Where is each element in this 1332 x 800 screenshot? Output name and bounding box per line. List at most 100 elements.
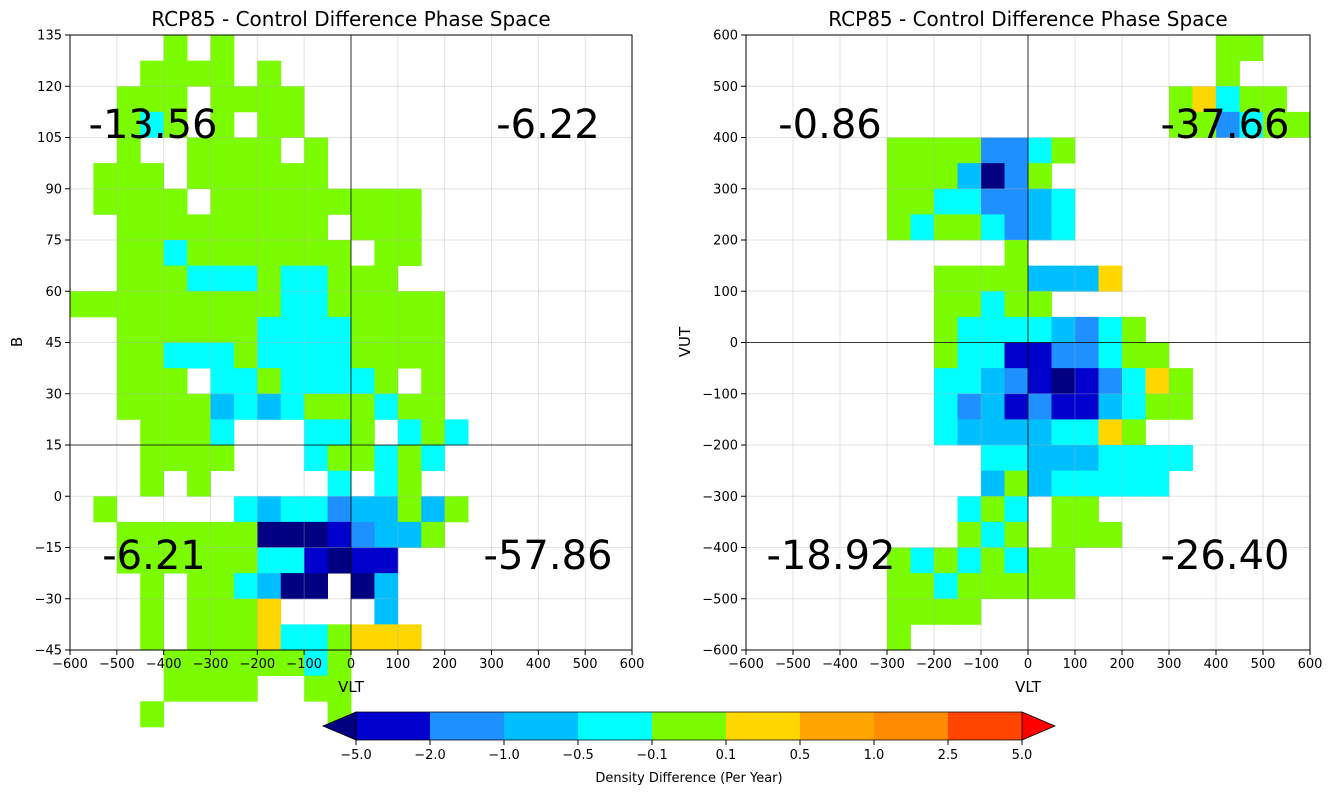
colorbar-tick-label: −1.0 — [488, 748, 520, 763]
y-tick-label: 100 — [713, 285, 738, 300]
density-cell — [981, 521, 1005, 548]
density-cell — [187, 521, 211, 548]
density-cell — [210, 214, 235, 241]
density-cell — [280, 316, 305, 343]
density-cell — [257, 624, 282, 651]
y-tick-label: 60 — [45, 285, 62, 300]
density-cell — [957, 393, 982, 420]
density-cell — [70, 291, 94, 318]
density-cell — [981, 445, 1005, 472]
colorbar-tick-label: −0.1 — [636, 748, 668, 763]
y-tick-label: 135 — [37, 29, 62, 44]
right-phase-space-panel: RCP85 - Control Difference Phase Space −… — [676, 7, 1322, 696]
density-cell — [257, 111, 282, 138]
density-cell — [327, 470, 352, 497]
density-cell — [116, 163, 141, 190]
density-cell — [1239, 86, 1264, 113]
colorbar-swatch — [652, 712, 727, 740]
y-tick-label: 45 — [45, 336, 62, 351]
density-cell — [304, 650, 328, 677]
density-cell — [1075, 496, 1099, 523]
x-tick-label: 400 — [1204, 657, 1229, 672]
density-cell — [140, 342, 165, 369]
density-cell — [1075, 445, 1099, 472]
density-cell — [163, 214, 188, 241]
density-cell — [1004, 368, 1029, 395]
density-cell — [351, 316, 375, 343]
density-cell — [233, 547, 258, 574]
density-cell — [257, 60, 282, 87]
colorbar-swatch — [874, 712, 949, 740]
density-cell — [910, 188, 935, 215]
density-cell — [163, 650, 188, 677]
density-cell — [1098, 445, 1123, 472]
density-cell — [280, 291, 305, 318]
density-cell — [327, 496, 352, 523]
density-cell — [304, 547, 328, 574]
density-cell — [210, 547, 235, 574]
density-cell — [233, 137, 258, 164]
density-cell — [1051, 470, 1076, 497]
colorbar-under-arrow — [321, 711, 357, 741]
density-cell — [163, 188, 188, 215]
density-cell — [187, 342, 211, 369]
density-cell — [187, 291, 211, 318]
density-cell — [210, 624, 235, 651]
colorbar-over-arrow — [1021, 711, 1057, 741]
density-cell — [910, 547, 935, 574]
density-cell — [1028, 316, 1052, 343]
density-cell — [210, 598, 235, 625]
x-tick-label: −500 — [775, 657, 811, 672]
density-cell — [1004, 240, 1029, 267]
density-cell — [327, 675, 352, 702]
density-cell — [210, 342, 235, 369]
density-cell — [163, 35, 188, 62]
density-cell — [1216, 86, 1240, 113]
density-cell — [210, 573, 235, 600]
density-cell — [233, 214, 258, 241]
density-cell — [1004, 445, 1029, 472]
colorbar-swatch — [578, 712, 653, 740]
colorbar-tick-label: −0.5 — [562, 748, 594, 763]
density-cell — [163, 368, 188, 395]
density-cell — [1122, 368, 1146, 395]
density-cell — [1028, 419, 1052, 446]
x-tick-label: −100 — [963, 657, 999, 672]
density-cell — [140, 265, 165, 292]
density-cell — [1075, 316, 1099, 343]
x-tick-label: 600 — [620, 657, 645, 672]
x-tick-label: 300 — [479, 657, 504, 672]
colorbar-tick-label: −2.0 — [414, 748, 446, 763]
density-cell — [374, 368, 399, 395]
density-cell — [140, 240, 165, 267]
density-cell — [1145, 393, 1170, 420]
density-cell — [1098, 393, 1123, 420]
density-cell — [210, 368, 235, 395]
density-cell — [1051, 547, 1076, 574]
density-cell — [257, 496, 282, 523]
density-cell — [327, 624, 352, 651]
density-cell — [934, 419, 958, 446]
density-cell — [304, 240, 328, 267]
density-cell — [210, 163, 235, 190]
density-cell — [1122, 316, 1146, 343]
density-cell — [957, 291, 982, 318]
density-cell — [957, 316, 982, 343]
density-cell — [374, 265, 399, 292]
y-tick-label: −500 — [702, 592, 738, 607]
density-cell — [93, 163, 118, 190]
density-cell — [981, 291, 1005, 318]
density-cell — [1051, 316, 1076, 343]
density-cell — [187, 393, 211, 420]
colorbar-tick-label: −5.0 — [340, 748, 372, 763]
density-cell — [887, 188, 911, 215]
density-cell — [374, 445, 399, 472]
density-cell — [374, 240, 399, 267]
density-cell — [1098, 470, 1123, 497]
density-cell — [934, 188, 958, 215]
y-tick-label: 200 — [713, 234, 738, 249]
y-tick-label: 300 — [713, 182, 738, 197]
density-cell — [304, 188, 328, 215]
density-cell — [1004, 470, 1029, 497]
